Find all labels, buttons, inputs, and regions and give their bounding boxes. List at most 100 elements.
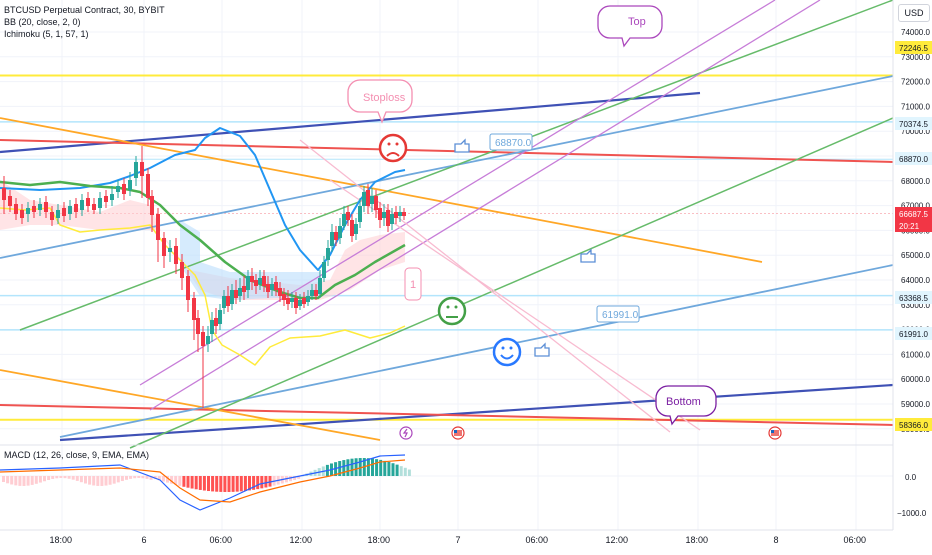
us-flag-canton bbox=[771, 430, 774, 433]
macd-histogram-bar bbox=[366, 458, 370, 476]
candle-body bbox=[282, 294, 286, 300]
macd-histogram-bar bbox=[59, 476, 63, 479]
macd-histogram-bar bbox=[18, 476, 22, 486]
candle-body bbox=[140, 162, 144, 176]
callout-top[interactable] bbox=[597, 5, 663, 48]
candle-body bbox=[168, 248, 172, 252]
macd-histogram-bar bbox=[166, 476, 169, 483]
bb-basis-line bbox=[0, 127, 406, 271]
macd-histogram-bar bbox=[157, 476, 161, 481]
price-axis-marker[interactable] bbox=[895, 327, 932, 340]
macd-histogram-bar bbox=[383, 460, 387, 476]
price-label-61991[interactable] bbox=[596, 305, 640, 323]
pointing-hand-icon[interactable] bbox=[580, 248, 596, 263]
sad-face-eye bbox=[387, 142, 391, 146]
price-axis-marker-label: 72246.5 bbox=[899, 44, 928, 53]
macd-histogram-bar bbox=[43, 476, 46, 482]
macd-histogram-bar bbox=[120, 476, 124, 482]
candle-body bbox=[150, 196, 154, 215]
macd-line bbox=[0, 454, 406, 511]
macd-histogram-bar bbox=[289, 476, 292, 482]
sad-face-icon[interactable] bbox=[378, 133, 408, 163]
price-axis-marker[interactable] bbox=[895, 117, 932, 130]
price-axis-marker[interactable] bbox=[895, 291, 932, 304]
candle-body bbox=[242, 286, 246, 292]
sad-face-mouth bbox=[386, 152, 400, 157]
candle-body bbox=[222, 296, 226, 308]
candle-body bbox=[358, 206, 362, 222]
price-axis-marker[interactable] bbox=[895, 152, 932, 165]
candle-body bbox=[180, 262, 184, 278]
price-axis-marker[interactable] bbox=[895, 207, 932, 220]
macd-histogram-bar bbox=[116, 476, 120, 483]
trend-line bbox=[0, 369, 381, 441]
macd-histogram-bar bbox=[10, 476, 14, 485]
macd-histogram-bar bbox=[67, 476, 71, 479]
price-axis-marker[interactable] bbox=[895, 418, 932, 431]
label-box-1[interactable] bbox=[404, 267, 422, 301]
signal-line bbox=[0, 459, 406, 503]
price-label-68870[interactable] bbox=[489, 133, 533, 151]
macd-histogram-bar bbox=[256, 476, 260, 490]
candle-body bbox=[382, 212, 386, 218]
macd-histogram-bar bbox=[14, 476, 18, 486]
currency-button[interactable]: USD bbox=[898, 4, 930, 22]
candle-body bbox=[330, 232, 334, 246]
macd-histogram-bar bbox=[243, 476, 247, 491]
price-axis-marker-label: 68870.0 bbox=[899, 155, 928, 164]
price-axis-marker[interactable] bbox=[895, 219, 932, 232]
candle-body bbox=[322, 262, 326, 278]
time-tick-label: 18:00 bbox=[686, 535, 709, 545]
happy-face-eye bbox=[501, 346, 505, 350]
time-tick-label: 12:00 bbox=[606, 535, 629, 545]
candle-body bbox=[374, 196, 378, 210]
ichimoku-cloud bbox=[0, 180, 405, 300]
happy-face-icon[interactable] bbox=[492, 337, 522, 367]
macd-histogram-bar bbox=[174, 476, 178, 485]
time-tick-label: 7 bbox=[456, 535, 461, 545]
candle-body bbox=[20, 210, 24, 218]
candle-body bbox=[234, 290, 238, 298]
pointing-hand-icon[interactable] bbox=[454, 138, 470, 153]
trend-line bbox=[0, 139, 894, 163]
symbol-title[interactable]: BTCUSD Perpetual Contract, 30, BYBIT bbox=[4, 5, 165, 15]
indicator-lines bbox=[0, 127, 406, 366]
macd-histogram-bar bbox=[153, 476, 157, 480]
annotations: Top Stoploss Bottom 68870.0 61991.0 1 bbox=[347, 5, 782, 440]
price-axis-marker-label: 58366.0 bbox=[899, 421, 928, 430]
macd-histogram-bar bbox=[186, 476, 190, 488]
macd-histogram-bar bbox=[145, 476, 149, 479]
macd-histogram-bar bbox=[407, 469, 411, 476]
candle-body bbox=[26, 208, 30, 214]
candle-body bbox=[110, 194, 114, 200]
price-tick-label: 70000.0 bbox=[901, 127, 930, 136]
candle-body bbox=[294, 298, 298, 308]
price-tick-label: 64000.0 bbox=[901, 276, 930, 285]
macd-histogram-bar bbox=[141, 476, 145, 479]
price-axis-marker[interactable] bbox=[895, 41, 932, 54]
macd-legend[interactable]: MACD (12, 26, close, 9, EMA, EMA) bbox=[4, 450, 150, 460]
neutral-face-icon[interactable] bbox=[437, 296, 467, 326]
candle-body bbox=[306, 296, 310, 302]
ichimoku-indicator-legend[interactable]: Ichimoku (5, 1, 57, 1) bbox=[4, 29, 89, 39]
trend-line bbox=[0, 117, 763, 263]
candle-body bbox=[314, 290, 318, 296]
neutral-face-eye bbox=[454, 305, 458, 309]
callout-stoploss[interactable] bbox=[347, 79, 413, 124]
candle-body bbox=[302, 298, 306, 304]
candle-body bbox=[338, 226, 342, 238]
macd-histogram-bar bbox=[235, 476, 239, 492]
macd-histogram-bar bbox=[342, 460, 346, 476]
callout-top-label: Top bbox=[628, 16, 646, 28]
macd-histogram-bar bbox=[297, 476, 301, 479]
candle-body bbox=[342, 214, 346, 226]
bb-indicator-legend[interactable]: BB (20, close, 2, 0) bbox=[4, 17, 81, 27]
candle-body bbox=[174, 246, 178, 264]
candle-body bbox=[62, 208, 66, 216]
callout-bottom[interactable] bbox=[655, 385, 717, 426]
trend-line bbox=[139, 0, 776, 386]
candle-body bbox=[86, 198, 90, 206]
pointing-hand-icon[interactable] bbox=[534, 342, 550, 357]
macd-histogram-bar bbox=[178, 476, 182, 486]
